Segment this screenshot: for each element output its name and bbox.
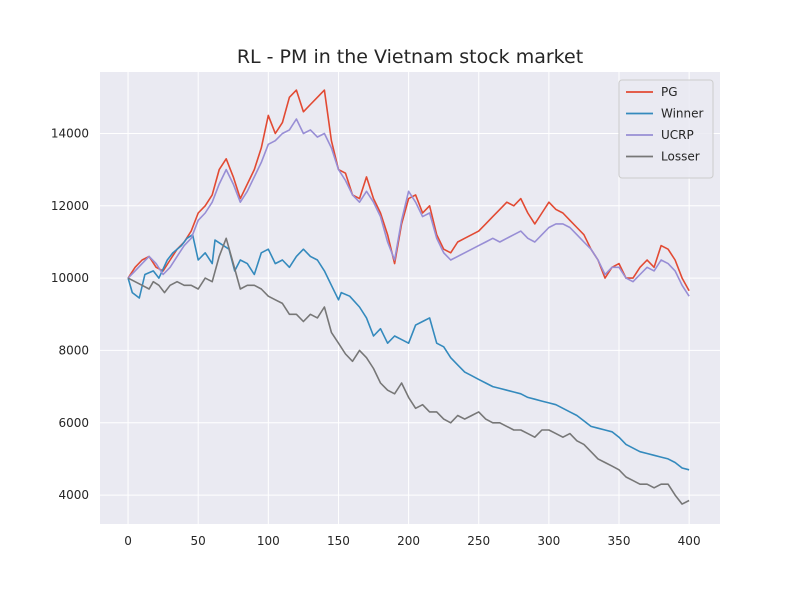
legend-label-ucrp: UCRP xyxy=(661,128,694,142)
legend-label-losser: Losser xyxy=(661,150,700,164)
x-tick-label: 250 xyxy=(467,534,490,548)
plot-background xyxy=(100,72,720,524)
chart-title: RL - PM in the Vietnam stock market xyxy=(237,46,583,68)
y-tick-label: 6000 xyxy=(58,416,89,430)
series-lines xyxy=(127,89,690,505)
legend-label-winner: Winner xyxy=(661,107,704,121)
legend-label-pg: PG xyxy=(661,85,678,99)
x-tick-label: 350 xyxy=(608,534,631,548)
y-tick-label: 12000 xyxy=(51,199,89,213)
series-line-winner xyxy=(127,233,690,471)
y-tick-label: 8000 xyxy=(58,343,89,357)
series-line-ucrp xyxy=(127,118,690,297)
x-tick-label: 150 xyxy=(327,534,350,548)
x-tick-label: 300 xyxy=(537,534,560,548)
x-tick-label: 0 xyxy=(124,534,132,548)
x-tick-label: 400 xyxy=(678,534,701,548)
x-tick-label: 50 xyxy=(191,534,206,548)
x-tick-label: 200 xyxy=(397,534,420,548)
x-axis-ticks: 0 50 100 150 200 250 300 350 400 xyxy=(124,534,700,548)
y-tick-label: 10000 xyxy=(51,271,89,285)
x-tick-label: 100 xyxy=(257,534,280,548)
y-axis-ticks: 4000 6000 8000 10000 12000 14000 xyxy=(51,126,89,502)
legend-box xyxy=(618,79,714,179)
y-tick-label: 4000 xyxy=(58,488,89,502)
series-line-losser xyxy=(127,237,690,505)
y-tick-label: 14000 xyxy=(51,126,89,140)
legend: PG Winner UCRP Losser xyxy=(618,79,714,179)
